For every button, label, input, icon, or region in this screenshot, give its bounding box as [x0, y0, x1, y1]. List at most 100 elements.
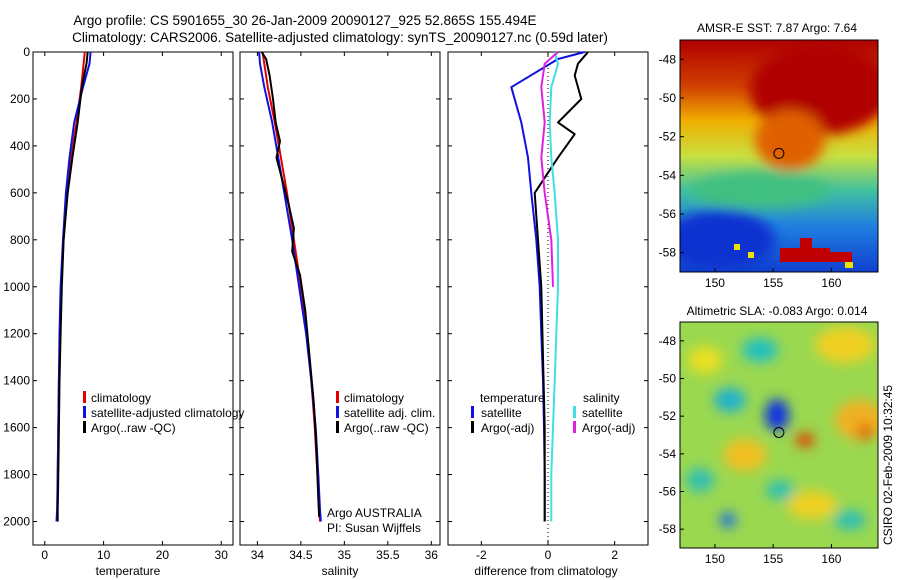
sla-heatmap [680, 322, 878, 548]
sst-cold-region [680, 210, 775, 270]
y-tick-label: 1000 [3, 280, 30, 294]
legend-label-argo: Argo(..raw -QC) [91, 421, 176, 435]
legend-swatch-temp-satellite [471, 406, 474, 418]
sst-pixel [748, 252, 754, 258]
difference-xlabel: difference from climatology [474, 564, 617, 578]
sla-low [714, 388, 746, 412]
sla-map-panel: Altimetric SLA: -0.083 Argo: 0.014 [659, 304, 879, 566]
legend-header-salinity: salinity [583, 391, 620, 405]
legend-swatch-temp-argo [471, 421, 474, 433]
sst-pixel [830, 252, 852, 262]
sst-pixel [800, 238, 812, 248]
sla-low [742, 338, 778, 362]
y-tick-label: -48 [659, 52, 677, 66]
salinity-tick-labels: 34 34.5 35 35.5 36 [251, 52, 439, 562]
salinity-series [258, 51, 322, 522]
sla-high [787, 491, 837, 519]
salinity-panel: 34 34.5 35 35.5 36 salinity climatology sate… [239, 51, 441, 578]
y-tick-label: 1200 [3, 327, 30, 341]
argo-location-marker [773, 147, 785, 159]
legend-label-satellite: satellite-adjusted climatology [91, 406, 244, 420]
sst-map-title: AMSR-E SST: 7.87 Argo: 7.64 [697, 21, 857, 35]
sla-high [815, 327, 875, 363]
sla-low-core [765, 399, 789, 431]
difference-series [510, 51, 589, 522]
difference-panel: -2 0 2 difference from climatology tempera… [447, 51, 649, 578]
salinity-axes [239, 51, 441, 546]
sla-map-title: Altimetric SLA: -0.083 Argo: 0.014 [687, 304, 868, 318]
temperature-xlabel: temperature [96, 564, 161, 578]
sst-warm-tongue [755, 110, 825, 170]
legend-swatch-argo [336, 421, 339, 433]
y-tick-label: 800 [10, 233, 30, 247]
sst-green-band [690, 172, 830, 208]
legend-label-sal-satellite: satellite [582, 406, 623, 420]
difference-axes [447, 51, 649, 546]
x-tick-label: 155 [763, 552, 783, 566]
sst-pixel [734, 244, 740, 250]
y-tick-label: 1600 [3, 421, 30, 435]
x-tick-label: 35 [338, 548, 352, 562]
temperature-series [55, 51, 92, 522]
sst-pixel [845, 262, 853, 268]
longitude-tick-labels: 150 155 160 [705, 544, 842, 566]
latitude-tick-labels: -48 -50 -52 -54 -56 -58 [659, 334, 684, 536]
legend-label-argo: Argo(..raw -QC) [344, 421, 429, 435]
series-line-temperature-satellite [510, 51, 585, 522]
legend-swatch-argo [83, 421, 86, 433]
y-tick-label: 1800 [3, 468, 30, 482]
y-tick-label: -54 [659, 168, 677, 182]
sla-high [687, 346, 723, 374]
legend-header-temperature: temperature [480, 391, 545, 405]
series-line-argo-raw-qc [56, 51, 89, 522]
y-tick-label: -56 [659, 485, 677, 499]
legend-label-satellite: satellite adj. clim. [344, 406, 435, 420]
y-tick-label: 2000 [3, 515, 30, 529]
sla-low-core [720, 512, 736, 528]
difference-tick-labels: -2 0 2 [476, 52, 618, 562]
sla-high [723, 439, 767, 471]
sla-axes [679, 321, 879, 549]
legend-label-sal-argo: Argo(-adj) [582, 421, 635, 435]
x-tick-label: 0 [41, 548, 48, 562]
series-line-salinity-argo-adj [540, 51, 559, 287]
temperature-axes [32, 51, 234, 546]
title-line-1: Argo profile: CS 5901655_30 26-Jan-2009 … [73, 13, 536, 28]
x-tick-label: 36 [425, 548, 439, 562]
y-tick-label: -58 [659, 522, 677, 536]
x-tick-label: 34 [251, 548, 265, 562]
sst-pixel [780, 248, 830, 262]
y-tick-label: -56 [659, 207, 677, 221]
salinity-xlabel: salinity [322, 564, 359, 578]
x-tick-label: 155 [763, 276, 783, 290]
sst-axes [679, 39, 879, 273]
sst-hot-pixels [734, 238, 853, 268]
sla-low [766, 480, 794, 500]
series-line-satellite-adj-clim [258, 51, 322, 522]
argo-source-annotation: Argo AUSTRALIA [327, 506, 422, 520]
sla-peak [857, 424, 873, 440]
salinity-legend: climatology satellite adj. clim. Argo(..… [336, 391, 435, 435]
x-tick-label: 160 [821, 276, 841, 290]
sla-low [834, 510, 866, 530]
temperature-tick-labels: 0 10 20 30 [41, 52, 228, 562]
legend-swatch-climatology [336, 391, 339, 403]
y-tick-label: 0 [23, 45, 30, 59]
y-tick-label: 1400 [3, 374, 30, 388]
x-tick-label: 30 [215, 548, 229, 562]
legend-swatch-sal-satellite [573, 406, 576, 418]
y-tick-label: 200 [10, 92, 30, 106]
depth-tick-labels: 0 200 400 600 800 1000 1200 1400 1600 1800 2000 [3, 45, 648, 529]
legend-swatch-satellite [336, 406, 339, 418]
legend-swatch-satellite [83, 406, 86, 418]
series-line-temperature-argo-adj [533, 51, 589, 522]
latitude-tick-labels: -48 -50 -52 -54 -56 -58 [659, 52, 684, 260]
y-tick-label: 600 [10, 186, 30, 200]
legend-label-climatology: climatology [91, 391, 151, 405]
y-tick-label: -58 [659, 246, 677, 260]
legend-label-temp-argo: Argo(-adj) [481, 421, 534, 435]
x-tick-label: 2 [611, 548, 618, 562]
pi-annotation: PI: Susan Wijffels [327, 521, 421, 535]
